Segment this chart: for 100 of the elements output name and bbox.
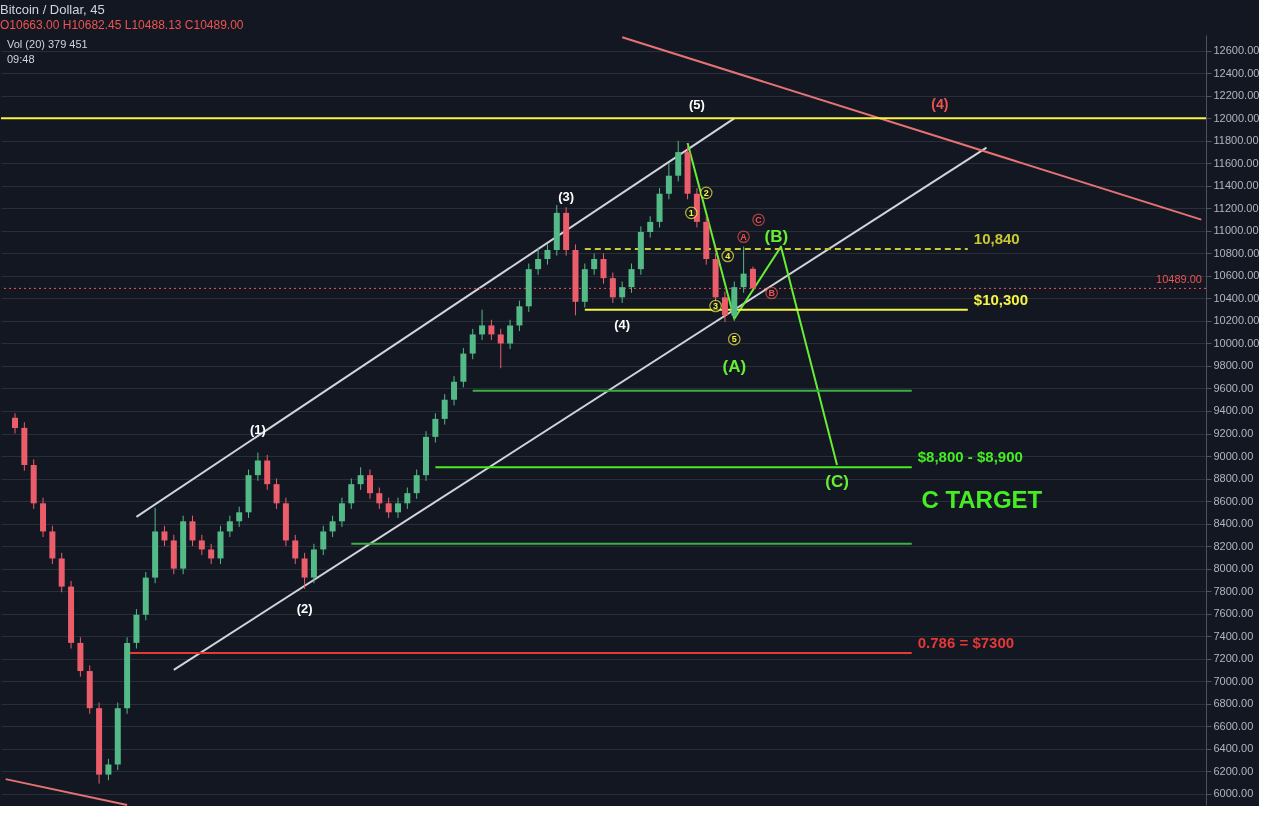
annotation: (C) bbox=[825, 471, 849, 491]
y-tick-label: 6400.00 bbox=[1213, 742, 1254, 755]
candlestick bbox=[404, 487, 411, 510]
y-tick-label: 8200.00 bbox=[1213, 539, 1254, 552]
y-tick-label: 10000.00 bbox=[1213, 336, 1260, 349]
series-label: $8,800 - $8,900 bbox=[917, 448, 1023, 466]
y-tick-label: 6800.00 bbox=[1213, 697, 1254, 710]
candlestick bbox=[329, 515, 336, 538]
annotation: 09:48 bbox=[7, 53, 35, 65]
candlestick bbox=[441, 393, 448, 425]
candlestick bbox=[105, 758, 112, 781]
candlestick bbox=[357, 466, 364, 491]
candlestick bbox=[292, 534, 299, 565]
y-tick-label: 12200.00 bbox=[1213, 89, 1260, 102]
y-tick-label: 9400.00 bbox=[1213, 404, 1254, 417]
annotation: C TARGET bbox=[921, 485, 1043, 513]
candlestick bbox=[469, 328, 476, 360]
candlestick bbox=[488, 319, 495, 341]
y-tick-label: 12600.00 bbox=[1213, 44, 1260, 57]
y-tick-label: 11400.00 bbox=[1213, 179, 1259, 192]
candlestick bbox=[189, 515, 196, 547]
annotation: (3) bbox=[558, 189, 575, 205]
y-tick-label: 10200.00 bbox=[1213, 314, 1260, 327]
candlestick bbox=[647, 215, 654, 239]
candlestick bbox=[273, 478, 280, 510]
candlestick bbox=[749, 266, 756, 289]
y-tick-label: 8600.00 bbox=[1213, 494, 1254, 507]
y-tick-label: 9200.00 bbox=[1213, 427, 1254, 440]
annotation: 3 bbox=[713, 301, 719, 312]
candlestick bbox=[198, 534, 205, 556]
candlestick bbox=[675, 140, 682, 182]
y-tick-label: 9000.00 bbox=[1213, 449, 1254, 462]
candlestick bbox=[208, 543, 215, 565]
series-label: 10,840 bbox=[973, 229, 1020, 247]
annotation: 5 bbox=[731, 334, 737, 345]
candlestick bbox=[628, 263, 635, 294]
y-tick-label: 12000.00 bbox=[1213, 111, 1260, 124]
y-tick-label: 12400.00 bbox=[1213, 66, 1260, 79]
candlestick bbox=[385, 497, 392, 519]
candlestick bbox=[535, 247, 542, 276]
candlestick bbox=[413, 469, 420, 500]
annotation: (1) bbox=[249, 422, 266, 438]
candlestick bbox=[236, 506, 243, 528]
annotation: (5) bbox=[688, 97, 705, 113]
chart-subtitle: O10663.00 H10682.45 L10488.13 C10489.00 bbox=[0, 18, 244, 32]
annotation: Vol (20) 379 451 bbox=[7, 38, 88, 50]
candlestick bbox=[721, 291, 728, 323]
y-tick-label: 10400.00 bbox=[1213, 291, 1260, 304]
candlestick bbox=[161, 525, 168, 547]
y-tick-label: 6600.00 bbox=[1213, 719, 1254, 732]
candlestick bbox=[320, 525, 327, 556]
y-tick-label: 11000.00 bbox=[1213, 224, 1259, 237]
candlestick bbox=[619, 281, 626, 304]
candlestick bbox=[497, 328, 504, 369]
chart-title: Bitcoin / Dollar, 45 bbox=[0, 2, 105, 17]
candlestick bbox=[366, 469, 373, 500]
y-tick-label: 8000.00 bbox=[1213, 562, 1254, 575]
y-tick-label: 11800.00 bbox=[1213, 134, 1259, 147]
annotation: C bbox=[755, 214, 763, 225]
annotation: B bbox=[768, 287, 776, 298]
candlestick bbox=[338, 497, 345, 528]
candlestick bbox=[516, 300, 523, 332]
annotation: (B) bbox=[764, 226, 789, 246]
candlestick bbox=[600, 252, 607, 285]
candlestick bbox=[376, 487, 383, 510]
candlestick bbox=[264, 454, 271, 491]
y-tick-label: 8800.00 bbox=[1213, 472, 1254, 485]
y-tick-label: 7000.00 bbox=[1213, 674, 1254, 687]
candlestick bbox=[591, 252, 598, 276]
candlestick bbox=[226, 515, 233, 538]
annotation: 4 bbox=[725, 250, 731, 261]
candlestick bbox=[12, 412, 19, 435]
y-tick-label: 7400.00 bbox=[1213, 629, 1254, 642]
annotation: (2) bbox=[296, 601, 313, 617]
y-tick-label: 7800.00 bbox=[1213, 584, 1254, 597]
ref-line-label: 10489.00 bbox=[1156, 273, 1202, 286]
y-tick-label: 9800.00 bbox=[1213, 359, 1254, 372]
annotation: (A) bbox=[722, 356, 747, 376]
candlestick bbox=[432, 412, 439, 444]
y-tick-label: 7200.00 bbox=[1213, 652, 1254, 665]
candlestick bbox=[665, 162, 672, 200]
y-tick-label: 10600.00 bbox=[1213, 269, 1260, 282]
candlestick bbox=[254, 452, 261, 482]
series-label: $10,300 bbox=[973, 290, 1029, 308]
candlestick bbox=[740, 246, 747, 294]
y-tick-label: 11200.00 bbox=[1213, 201, 1259, 214]
annotation: A bbox=[740, 231, 748, 242]
annotation: (4) bbox=[614, 317, 631, 333]
candlestick bbox=[451, 375, 458, 406]
y-tick-label: 11600.00 bbox=[1213, 156, 1259, 169]
candlestick bbox=[395, 497, 401, 519]
candlestick bbox=[507, 319, 514, 350]
y-tick-label: 6000.00 bbox=[1213, 787, 1254, 800]
series-label: 0.786 = $7300 bbox=[917, 634, 1015, 652]
y-tick-label: 10800.00 bbox=[1213, 246, 1260, 259]
y-tick-label: 8400.00 bbox=[1213, 517, 1254, 530]
annotation: 2 bbox=[703, 187, 709, 198]
annotation: (4) bbox=[931, 96, 949, 113]
annotation: 1 bbox=[688, 207, 694, 218]
candlestick bbox=[348, 478, 355, 510]
